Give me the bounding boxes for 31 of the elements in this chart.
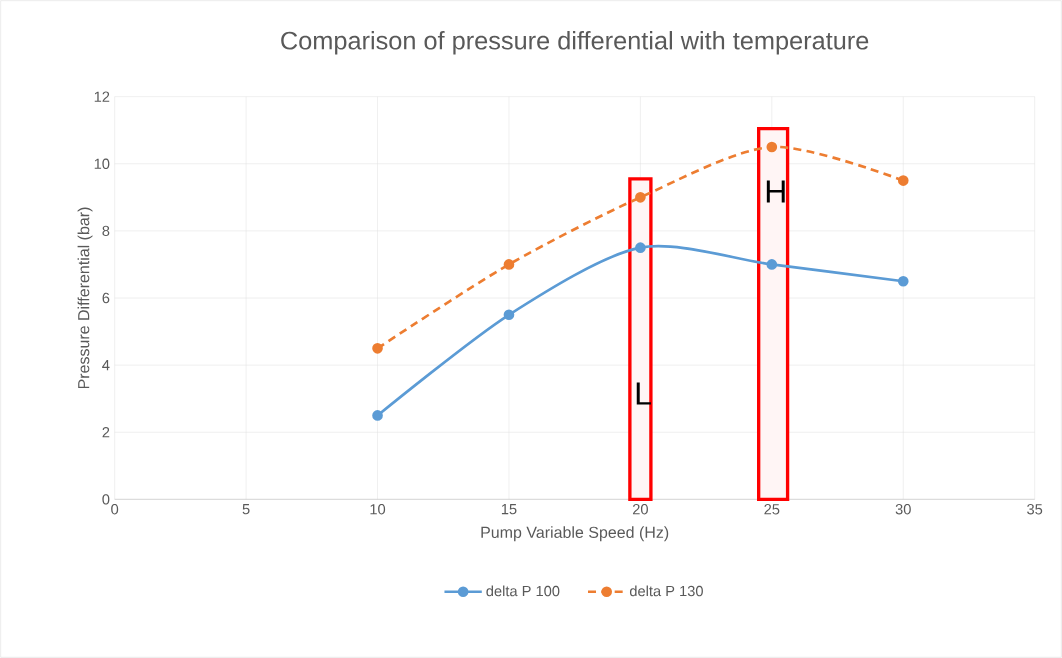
x-tick-label: 35 — [1027, 504, 1043, 515]
x-tick-label: 20 — [632, 504, 648, 515]
y-tick-label: 8 — [102, 225, 110, 237]
point — [766, 141, 778, 153]
point — [766, 259, 778, 270]
y-tick-label: 0 — [102, 494, 110, 505]
x-tick-label: 0 — [111, 504, 119, 515]
x-tick-label: 5 — [242, 504, 250, 515]
point — [897, 275, 909, 287]
point — [897, 175, 909, 186]
y-tick-label: 12 — [94, 91, 110, 102]
x-tick-label: 15 — [501, 504, 517, 515]
point — [372, 410, 383, 421]
y-tick-label: 10 — [94, 158, 110, 169]
y-tick-label: 4 — [102, 360, 110, 371]
chart-title: Comparison of pressure differential with temperature — [281, 31, 869, 55]
point — [372, 342, 383, 354]
point — [635, 191, 646, 203]
band-label: H — [766, 180, 785, 203]
x-tick-label: 10 — [370, 504, 386, 515]
point — [635, 242, 646, 254]
y-axis-title: Pressure Differential (bar) — [77, 207, 93, 389]
x-tick-label: 25 — [764, 504, 780, 515]
legend-label: delta P 130 — [629, 585, 703, 597]
legend-label: delta P 100 — [486, 585, 560, 597]
point — [503, 259, 515, 270]
y-tick-label: 6 — [102, 292, 110, 304]
point — [503, 309, 515, 321]
x-axis-title: Pump Variable Speed (Hz) — [481, 526, 669, 542]
x-tick-label: 30 — [895, 504, 911, 515]
y-tick-label: 2 — [102, 427, 110, 438]
